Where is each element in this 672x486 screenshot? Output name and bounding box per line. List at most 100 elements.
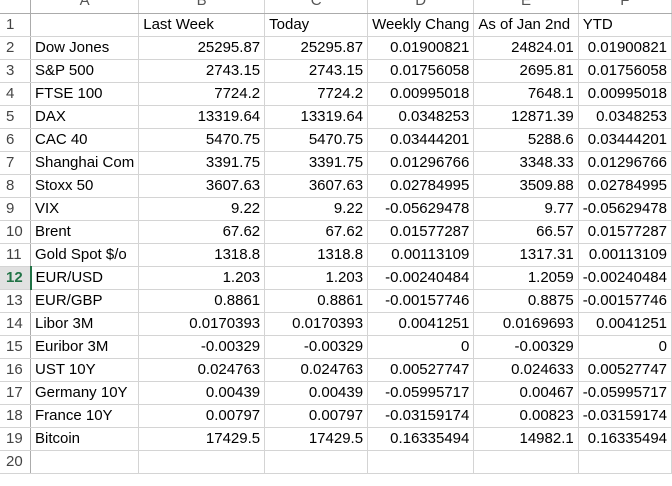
- cell[interactable]: 0.01577287: [578, 220, 672, 244]
- cell[interactable]: Brent: [30, 220, 140, 244]
- cell[interactable]: 3509.88: [473, 174, 579, 198]
- cell[interactable]: -0.05995717: [367, 381, 475, 405]
- cell[interactable]: [30, 450, 140, 474]
- cell[interactable]: 1.203: [138, 266, 266, 290]
- cell[interactable]: 9.22: [264, 197, 369, 221]
- cell[interactable]: YTD: [578, 13, 672, 37]
- cell[interactable]: 0.8861: [264, 289, 369, 313]
- cell[interactable]: Today: [264, 13, 369, 37]
- row-header[interactable]: 19: [0, 427, 31, 451]
- cell[interactable]: 17429.5: [138, 427, 266, 451]
- row-header[interactable]: 17: [0, 381, 31, 405]
- row-header[interactable]: 9: [0, 197, 31, 221]
- select-all-corner[interactable]: [0, 0, 31, 14]
- cell[interactable]: 0.024633: [473, 358, 579, 382]
- cell[interactable]: 3607.63: [138, 174, 266, 198]
- column-header-a[interactable]: A: [30, 0, 140, 14]
- cell[interactable]: [367, 450, 475, 474]
- cell[interactable]: EUR/USD: [30, 266, 140, 290]
- cell[interactable]: 25295.87: [264, 36, 369, 60]
- row-header[interactable]: 10: [0, 220, 31, 244]
- cell[interactable]: 0.8861: [138, 289, 266, 313]
- cell[interactable]: 2743.15: [264, 59, 369, 83]
- cell[interactable]: Dow Jones: [30, 36, 140, 60]
- cell[interactable]: 7648.1: [473, 82, 579, 106]
- cell[interactable]: UST 10Y: [30, 358, 140, 382]
- row-header[interactable]: 2: [0, 36, 31, 60]
- row-header[interactable]: 8: [0, 174, 31, 198]
- row-header[interactable]: 11: [0, 243, 31, 267]
- cell[interactable]: 14982.1: [473, 427, 579, 451]
- row-header[interactable]: 7: [0, 151, 31, 175]
- column-header-d[interactable]: D: [367, 0, 475, 14]
- cell[interactable]: Libor 3M: [30, 312, 140, 336]
- column-header-b[interactable]: B: [138, 0, 266, 14]
- cell[interactable]: -0.05995717: [578, 381, 672, 405]
- cell[interactable]: -0.00240484: [578, 266, 672, 290]
- cell[interactable]: 67.62: [138, 220, 266, 244]
- cell[interactable]: 0.0170393: [264, 312, 369, 336]
- cell[interactable]: 1.203: [264, 266, 369, 290]
- row-header[interactable]: 3: [0, 59, 31, 83]
- row-header[interactable]: 12: [0, 266, 32, 290]
- cell[interactable]: 0.0348253: [367, 105, 475, 129]
- row-header[interactable]: 20: [0, 450, 31, 474]
- cell[interactable]: Weekly Chang: [367, 13, 475, 37]
- cell[interactable]: 13319.64: [264, 105, 369, 129]
- row-header[interactable]: 1: [0, 13, 31, 37]
- cell[interactable]: 1318.8: [138, 243, 266, 267]
- cell[interactable]: 17429.5: [264, 427, 369, 451]
- cell[interactable]: S&P 500: [30, 59, 140, 83]
- cell[interactable]: 1.2059: [473, 266, 579, 290]
- cell[interactable]: 1317.31: [473, 243, 579, 267]
- cell[interactable]: -0.00329: [138, 335, 266, 359]
- cell[interactable]: Euribor 3M: [30, 335, 140, 359]
- cell[interactable]: DAX: [30, 105, 140, 129]
- column-header-c[interactable]: C: [264, 0, 369, 14]
- cell[interactable]: 0.00797: [138, 404, 266, 428]
- cell[interactable]: -0.03159174: [578, 404, 672, 428]
- cell[interactable]: 0.03444201: [367, 128, 475, 152]
- cell[interactable]: Stoxx 50: [30, 174, 140, 198]
- cell[interactable]: 5470.75: [264, 128, 369, 152]
- cell[interactable]: -0.00240484: [367, 266, 475, 290]
- cell[interactable]: 3391.75: [138, 151, 266, 175]
- cell[interactable]: [138, 450, 266, 474]
- cell[interactable]: 0.0041251: [367, 312, 475, 336]
- cell[interactable]: 13319.64: [138, 105, 266, 129]
- cell[interactable]: France 10Y: [30, 404, 140, 428]
- cell[interactable]: 24824.01: [473, 36, 579, 60]
- cell[interactable]: EUR/GBP: [30, 289, 140, 313]
- cell[interactable]: -0.00329: [264, 335, 369, 359]
- cell[interactable]: 1318.8: [264, 243, 369, 267]
- cell[interactable]: 3391.75: [264, 151, 369, 175]
- cell[interactable]: [578, 450, 672, 474]
- cell[interactable]: -0.05629478: [367, 197, 475, 221]
- cell[interactable]: 0.00527747: [367, 358, 475, 382]
- cell[interactable]: 0.16335494: [578, 427, 672, 451]
- cell[interactable]: 0.00439: [264, 381, 369, 405]
- cell[interactable]: 3348.33: [473, 151, 579, 175]
- cell[interactable]: 0.00527747: [578, 358, 672, 382]
- cell[interactable]: 7724.2: [138, 82, 266, 106]
- cell[interactable]: 0.00467: [473, 381, 579, 405]
- cell[interactable]: 0.01900821: [578, 36, 672, 60]
- cell[interactable]: 0.00823: [473, 404, 579, 428]
- cell[interactable]: 9.22: [138, 197, 266, 221]
- row-header[interactable]: 4: [0, 82, 31, 106]
- cell[interactable]: 0.0169693: [473, 312, 579, 336]
- cell[interactable]: 0.00995018: [367, 82, 475, 106]
- cell[interactable]: -0.03159174: [367, 404, 475, 428]
- cell[interactable]: 0.01577287: [367, 220, 475, 244]
- cell[interactable]: 0.02784995: [367, 174, 475, 198]
- row-header[interactable]: 5: [0, 105, 31, 129]
- cell[interactable]: [264, 450, 369, 474]
- cell[interactable]: 0.0348253: [578, 105, 672, 129]
- cell[interactable]: 9.77: [473, 197, 579, 221]
- cell[interactable]: 25295.87: [138, 36, 266, 60]
- cell[interactable]: 0.0170393: [138, 312, 266, 336]
- cell[interactable]: 0.02784995: [578, 174, 672, 198]
- cell[interactable]: -0.00157746: [578, 289, 672, 313]
- cell[interactable]: VIX: [30, 197, 140, 221]
- cell[interactable]: 7724.2: [264, 82, 369, 106]
